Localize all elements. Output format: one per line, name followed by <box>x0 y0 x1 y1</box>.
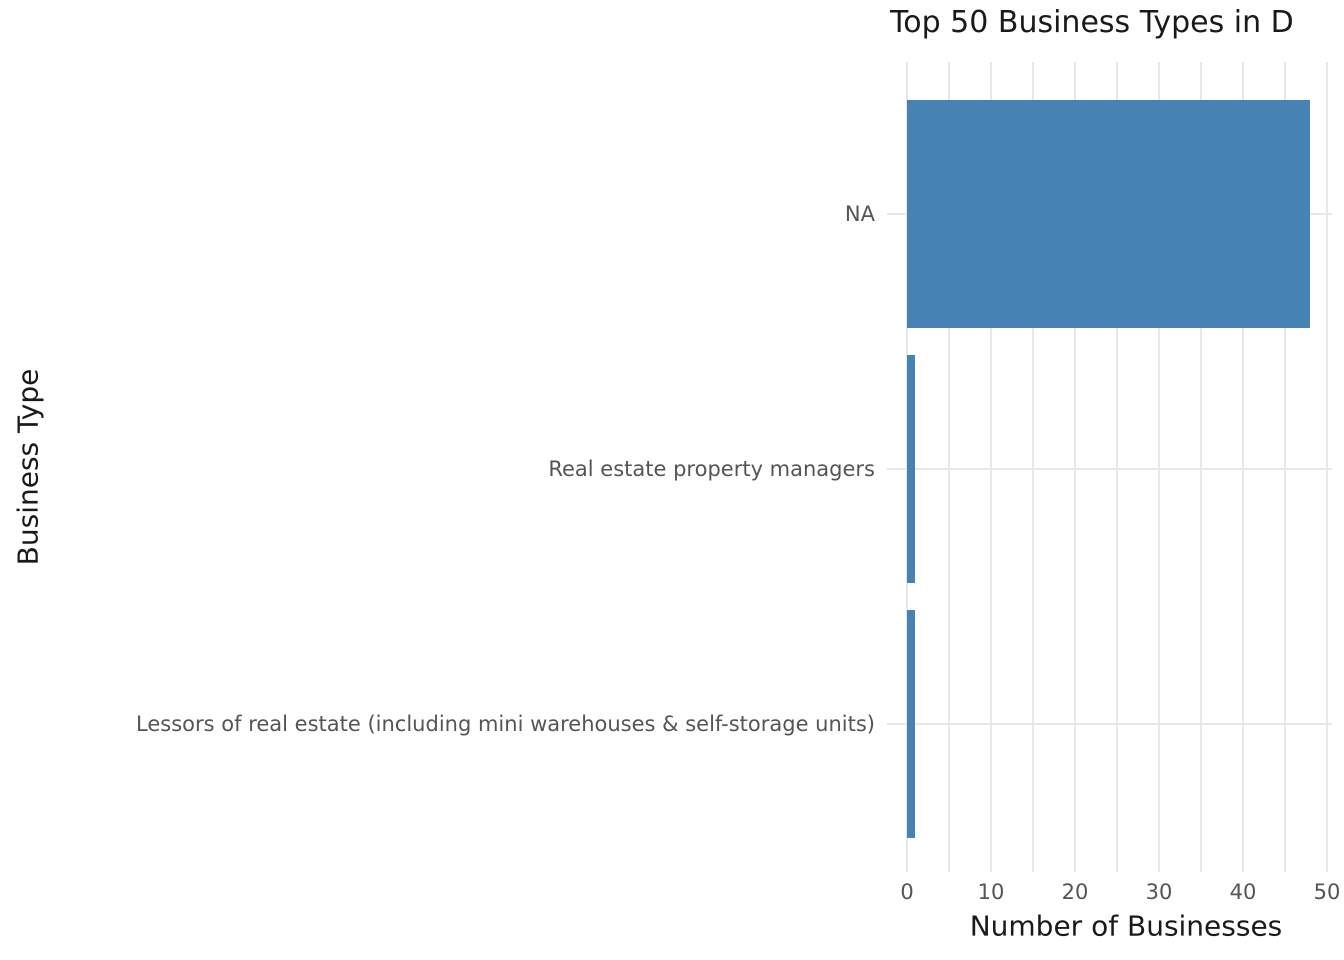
vertical-gridline <box>1032 62 1034 872</box>
y-tick-label: NA <box>844 201 875 226</box>
vertical-gridline <box>1200 62 1202 872</box>
vertical-gridline <box>1326 62 1328 872</box>
vertical-gridline <box>948 62 950 872</box>
vertical-gridline <box>1284 62 1286 872</box>
bar-0 <box>907 99 1311 328</box>
x-tick-label: 20 <box>1061 880 1089 904</box>
vertical-gridline <box>990 62 992 872</box>
vertical-gridline <box>1074 62 1076 872</box>
vertical-gridline <box>1116 62 1118 872</box>
x-tick-label: 0 <box>900 880 914 904</box>
y-tick-label: Real estate property managers <box>548 456 875 481</box>
y-tick-label: Lessors of real estate (including mini w… <box>136 711 875 736</box>
y-axis-label: Business Type <box>11 368 45 566</box>
x-tick-label: 40 <box>1229 880 1257 904</box>
x-axis-label: Number of Businesses <box>969 909 1283 943</box>
horizontal-gridline <box>887 467 1332 470</box>
vertical-gridline <box>1158 62 1160 872</box>
chart-title: Top 50 Business Types in D <box>890 5 1294 40</box>
x-tick-label: 30 <box>1145 880 1173 904</box>
horizontal-gridline <box>887 722 1332 725</box>
x-tick-label: 50 <box>1313 880 1341 904</box>
vertical-gridline <box>1242 62 1244 872</box>
bar-1 <box>907 354 916 583</box>
bar-2 <box>907 609 916 838</box>
plot-area <box>887 62 1332 872</box>
x-tick-label: 10 <box>977 880 1005 904</box>
